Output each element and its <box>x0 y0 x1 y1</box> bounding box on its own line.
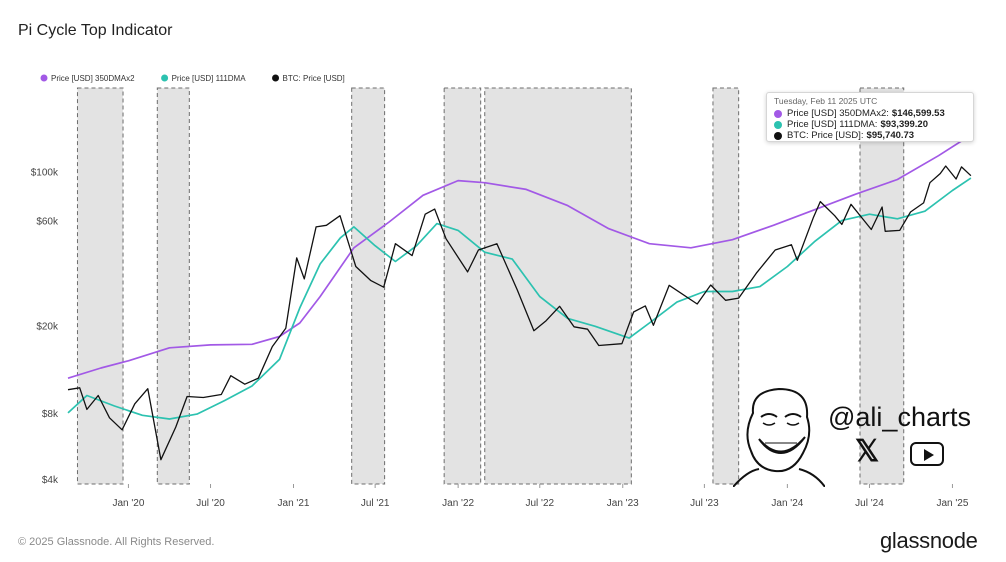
tooltip-date: Tuesday, Feb 11 2025 UTC <box>774 96 878 106</box>
x-tick-label: Jan '21 <box>278 498 310 509</box>
x-tick-label: Jan '24 <box>771 498 803 509</box>
youtube-icon <box>910 442 944 466</box>
series-line <box>67 177 972 420</box>
tooltip-row-111dma: Price [USD] 111DMA: $93,399.20 <box>774 119 966 130</box>
legend-label: Price [USD] 111DMA <box>172 74 247 83</box>
y-tick-label: $60k <box>36 216 59 227</box>
series-line <box>67 134 972 380</box>
x-tick-label: Jan '20 <box>112 498 144 509</box>
tooltip-label: Price [USD] 111DMA: <box>787 119 878 130</box>
x-logo-icon: 𝕏 <box>855 435 880 468</box>
series-lines <box>67 134 972 461</box>
trollface-avatar <box>733 387 825 487</box>
x-tick-label: Jan '23 <box>607 498 639 509</box>
x-axis: Jan '20 Jul '20 Jan '21 Jul '21 Jan '22 Jul '… <box>112 484 969 509</box>
x-tick-label: Jul '23 <box>690 498 719 509</box>
y-axis: $4k $8k $20k $60k $100k <box>31 168 59 487</box>
chart-title: Pi Cycle Top Indicator <box>18 22 173 39</box>
legend-dot <box>161 74 169 82</box>
tooltip-label: BTC: Price [USD]: <box>787 130 864 141</box>
tooltip-label: Price [USD] 350DMAx2: <box>787 108 889 119</box>
x-tick-label: Jan '25 <box>936 498 968 509</box>
y-tick-label: $8k <box>42 409 59 420</box>
copyright-text: © 2025 Glassnode. All Rights Reserved. <box>18 536 215 548</box>
tooltip-dot-111dma <box>774 120 782 129</box>
brand-logo: glassnode <box>880 528 978 553</box>
legend-dot <box>40 74 48 82</box>
shaded-region <box>351 87 386 485</box>
tooltip-dot-btc <box>774 131 782 140</box>
tooltip-value: $93,399.20 <box>880 119 928 130</box>
tooltip-value: $146,599.53 <box>891 108 945 119</box>
y-tick-label: $20k <box>36 321 59 332</box>
shaded-region <box>859 87 905 485</box>
tooltip-row-btc: BTC: Price [USD]: $95,740.73 <box>774 130 966 141</box>
tooltip-row-350dmax2: Price [USD] 350DMAx2: $146,599.53 <box>774 108 966 119</box>
series-line <box>67 165 972 461</box>
social-handle: @ali_charts <box>828 402 971 432</box>
legend-label: Price [USD] 350DMAx2 <box>51 74 135 83</box>
x-tick-label: Jul '21 <box>361 498 390 509</box>
x-tick-label: Jul '20 <box>196 498 225 509</box>
x-tick-label: Jul '22 <box>525 498 554 509</box>
legend-dot <box>272 74 280 82</box>
x-tick-label: Jul '24 <box>855 498 884 509</box>
tooltip-value: $95,740.73 <box>866 130 915 141</box>
tooltip-dot-350dmax2 <box>774 109 782 118</box>
shaded-region <box>484 87 632 485</box>
x-tick-label: Jan '22 <box>442 498 474 509</box>
y-tick-label: $4k <box>42 475 59 486</box>
shaded-region <box>156 87 190 485</box>
legend-label: BTC: Price [USD] <box>283 74 345 83</box>
shaded-regions <box>76 87 905 485</box>
shaded-region <box>443 87 482 485</box>
shaded-region <box>712 87 740 485</box>
y-tick-label: $100k <box>31 168 59 179</box>
hover-tooltip: Tuesday, Feb 11 2025 UTC Price [USD] 350… <box>766 92 974 142</box>
legend: Price [USD] 350DMAx2 Price [USD] 111DMA BT… <box>40 74 345 83</box>
shaded-region <box>76 87 124 485</box>
